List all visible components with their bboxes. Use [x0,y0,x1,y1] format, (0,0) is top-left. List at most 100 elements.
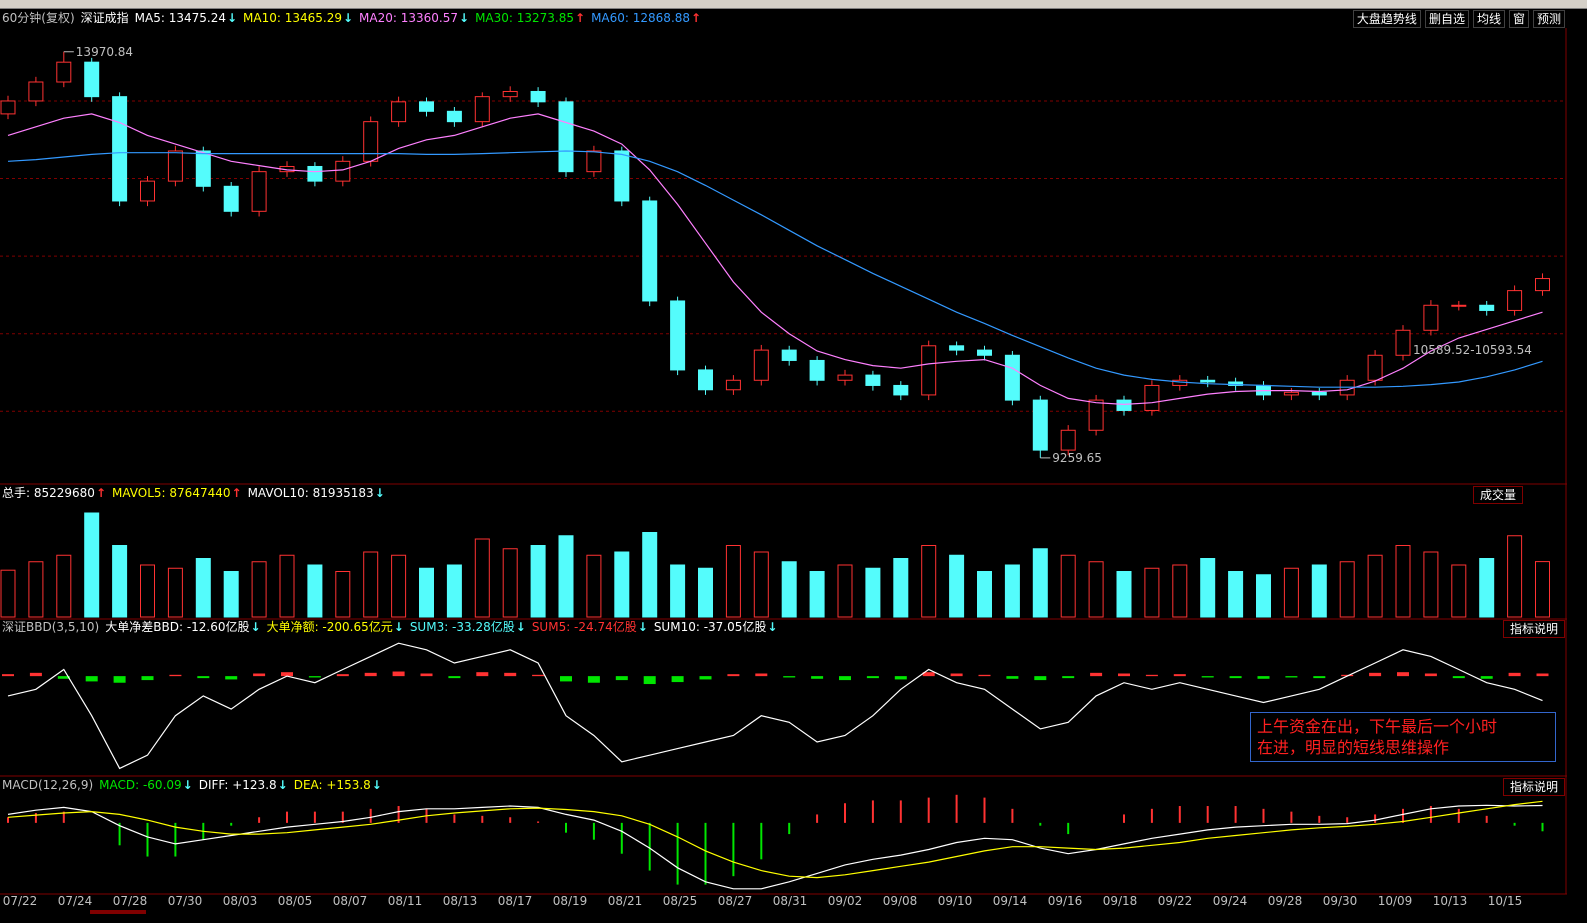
candle-body [559,102,573,172]
bbd-bar [253,674,265,677]
bbd-bar [1285,676,1297,677]
bbd-bar [1509,673,1521,676]
candle-body [531,91,545,101]
bbd-bar [1034,676,1046,680]
bbd-bar [783,676,795,677]
bbd-bar [114,676,126,683]
volume-bar [587,555,601,617]
top-button[interactable]: 预测 [1533,10,1565,28]
x-tick-label: 10/09 [1378,894,1413,908]
indicator-label: MA20: 13360.57↓ [359,11,469,26]
volume-bar [894,559,908,618]
indicator-header: 总手: 85229680↑MAVOL5: 87647440↑MAVOL10: 8… [2,486,385,501]
indicator-header: 60分钟(复权)深证成指MA5: 13475.24↓MA10: 13465.29… [2,11,701,26]
x-tick-label: 07/30 [168,894,203,908]
volume-bar [1089,562,1103,617]
label-arrow: ↓ [251,620,261,634]
toolbar[interactable] [0,0,1587,9]
indicator-label: SUM3: -33.28亿股↓ [410,620,526,635]
bbd-bar [811,676,823,679]
bbd-bar [1537,674,1549,677]
candle-body [252,172,266,212]
x-tick-label: 07/22 [3,894,38,908]
x-tick-label: 08/21 [608,894,643,908]
top-button[interactable]: 窗 [1509,10,1529,28]
volume-bar [1508,536,1522,617]
volume-bar [615,552,629,617]
x-tick-label: 09/02 [828,894,863,908]
bbd-bar [755,674,767,677]
candle-body [838,375,852,380]
volume-bar [29,562,43,617]
label-arrow: ↑ [691,11,701,25]
label-arrow: ↓ [375,486,385,500]
candle-body [1424,305,1438,330]
candle-body [336,161,350,181]
label-text: 大单净额: -200.65亿元 [267,620,393,634]
bbd-bar [2,674,14,676]
volume-bar [866,568,880,617]
bbd-bar [30,673,42,676]
x-tick-label: 08/25 [663,894,698,908]
candle-body [1145,385,1159,410]
candle-body [1089,400,1103,430]
indicator-label: 60分钟(复权) [2,11,75,26]
label-text: 60分钟(复权) [2,11,75,25]
volume-bar [810,572,824,618]
panel-button[interactable]: 指标说明 [1503,778,1565,796]
indicator-label: MA60: 12868.88↑ [591,11,701,26]
label-arrow: ↓ [183,778,193,792]
volume-bar [1173,565,1187,617]
top-button[interactable]: 大盘趋势线 [1353,10,1421,28]
indicator-label: MACD: -60.09↓ [99,778,193,793]
candle-body [1,101,15,114]
bbd-bar [86,676,98,681]
top-button[interactable]: 删自选 [1425,10,1469,28]
volume-bar [559,536,573,617]
volume-bar [1229,572,1243,618]
x-tick-label: 09/16 [1048,894,1083,908]
panel-button[interactable]: 指标说明 [1503,620,1565,638]
volume-bar [726,546,740,618]
indicator-label: 大单净额: -200.65亿元↓ [267,620,404,635]
candle-body [615,151,629,201]
bbd-bar [504,673,516,676]
panel-button[interactable]: 成交量 [1473,486,1523,504]
label-text: MAVOL10: 81935183 [248,486,374,500]
top-button[interactable]: 均线 [1473,10,1505,28]
label-text: 深证BBD(3,5,10) [2,620,99,634]
candle-body [503,91,517,96]
x-tick-label: 08/07 [333,894,368,908]
bbd-bar [337,674,349,676]
candle-body [726,380,740,389]
bbd-bar [1146,675,1158,676]
price-annotation: 10589.52-10593.54 [1413,343,1532,357]
label-text: MACD: -60.09 [99,778,182,792]
volume-bar [1368,555,1382,617]
volume-bar [1340,562,1354,617]
label-arrow: ↓ [278,778,288,792]
volume-bar [196,559,210,618]
bbd-bar [1174,674,1186,676]
volume-bar [531,546,545,618]
volume-bar [1424,552,1438,617]
top-buttons: 大盘趋势线删自选均线窗预测 [1353,10,1565,28]
bbd-bar [197,676,209,678]
candle-body [587,151,601,172]
label-text: MA20: 13360.57 [359,11,458,25]
label-text: MA60: 12868.88 [591,11,690,25]
x-tick-label: 09/10 [938,894,973,908]
volume-bar [950,555,964,617]
bbd-bar [421,674,433,677]
volume-bar [1536,562,1550,617]
label-arrow: ↑ [96,486,106,500]
bbd-bar [476,672,488,676]
candle-body [866,375,880,385]
candle-body [1061,430,1075,450]
candle-body [671,301,685,370]
candle-body [113,97,127,201]
candle-body [1396,330,1410,355]
volume-bar [308,565,322,617]
bbd-bar [616,676,628,680]
